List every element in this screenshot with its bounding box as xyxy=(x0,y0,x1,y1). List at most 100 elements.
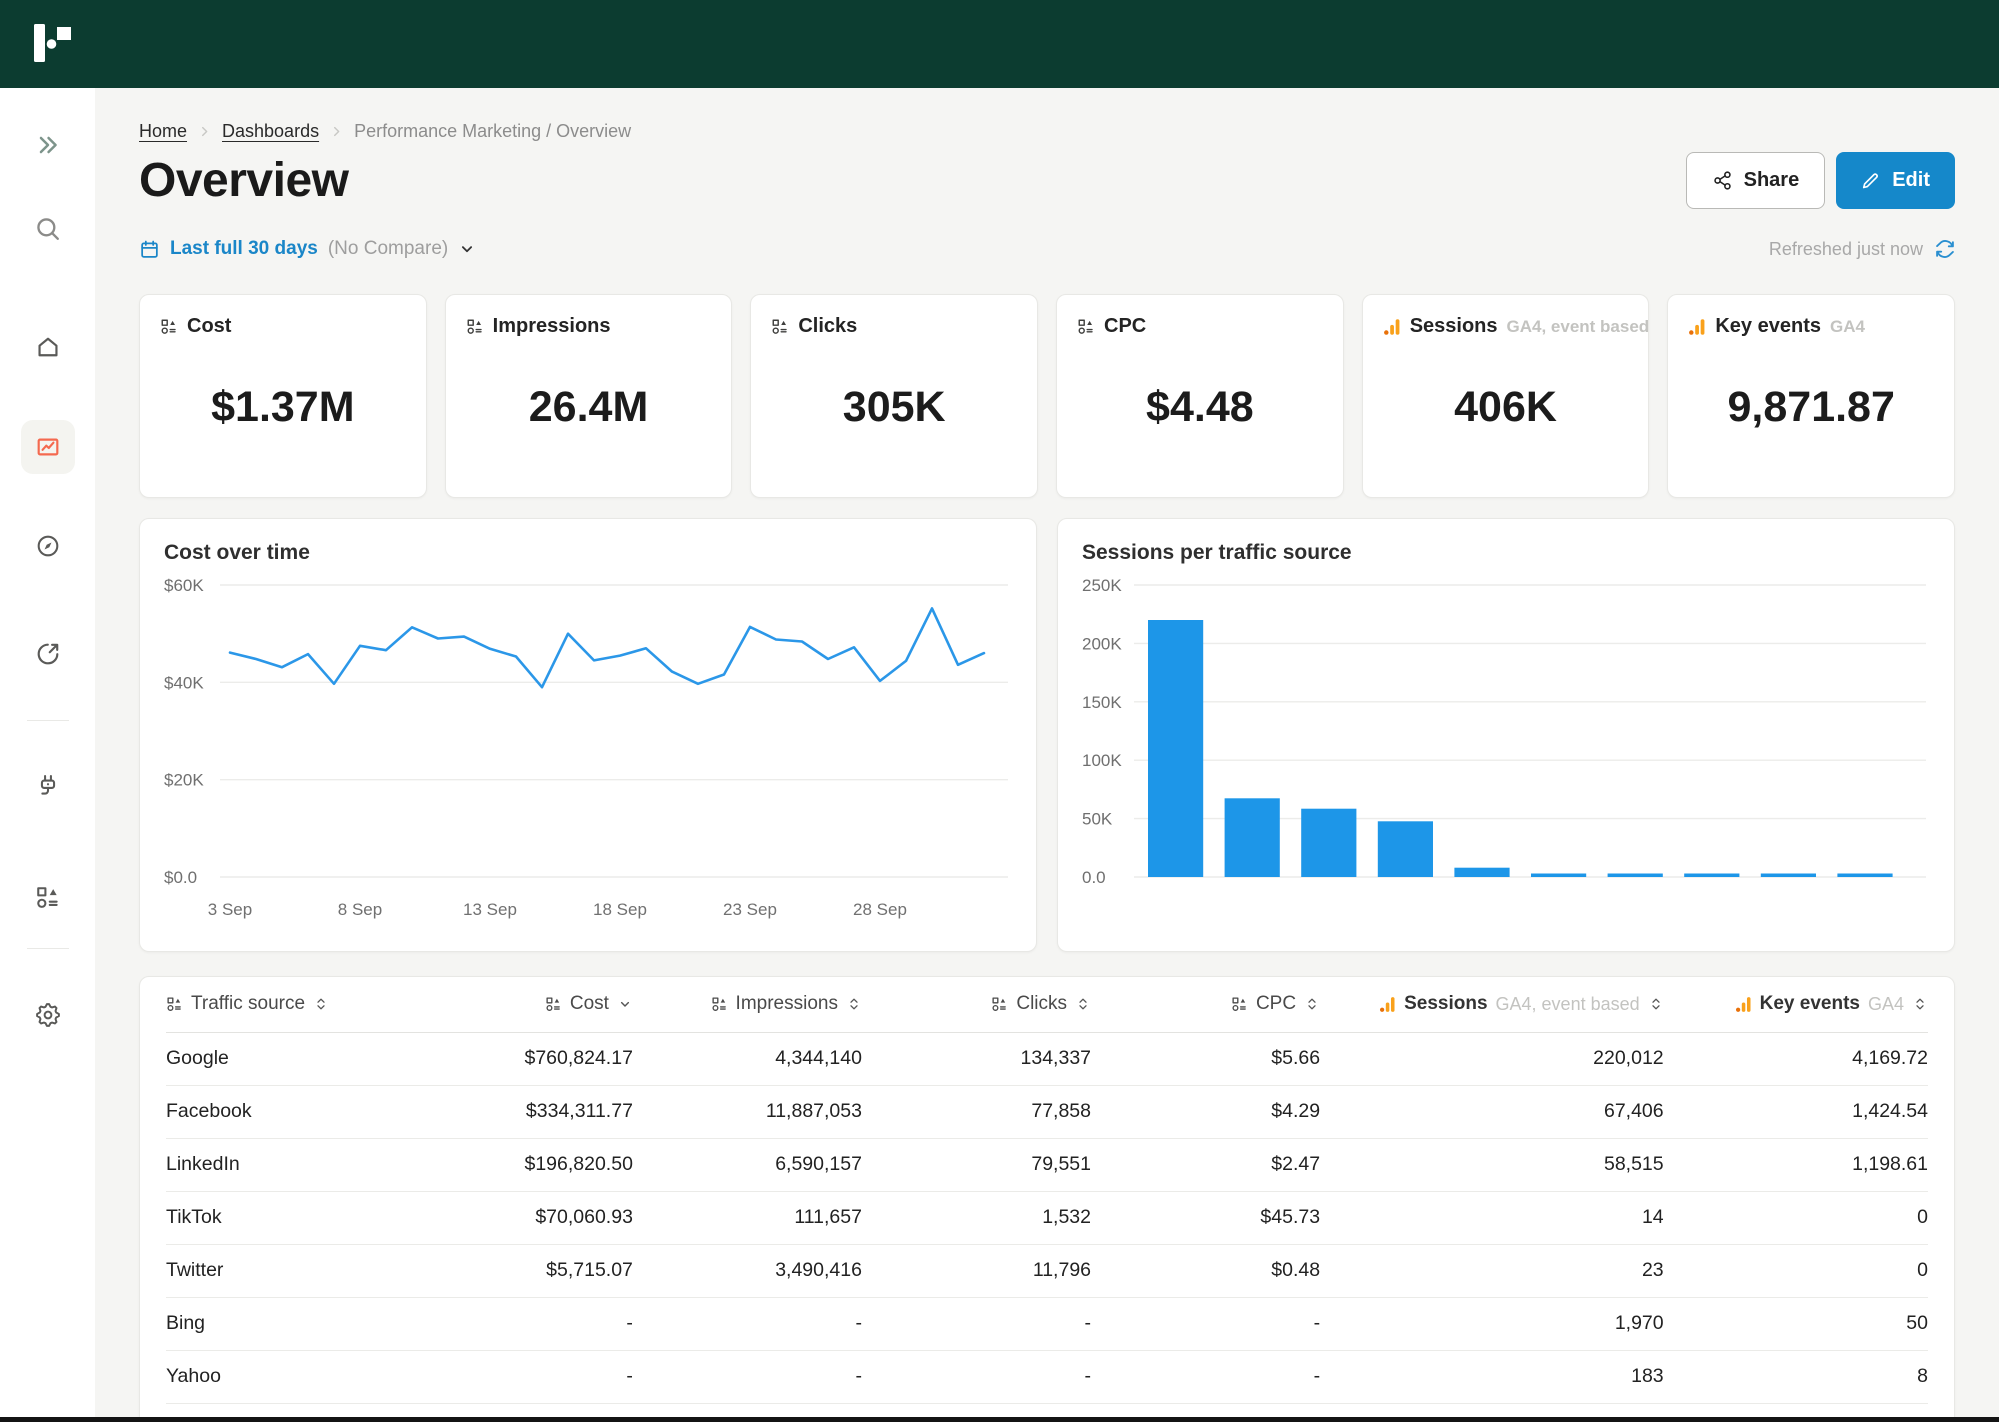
cell-cpc: - xyxy=(1091,1297,1321,1351)
cell-key-events: 4,169.72 xyxy=(1663,1032,1928,1086)
sidebar-item-search[interactable] xyxy=(21,202,75,256)
refresh-status-text: Refreshed just now xyxy=(1768,238,1923,259)
column-header-cost[interactable]: Cost xyxy=(412,977,633,1033)
column-source: GA4 xyxy=(1867,993,1904,1014)
cell-key-events: 0 xyxy=(1663,1191,1928,1245)
sort-both-icon[interactable] xyxy=(1304,996,1320,1012)
sidebar-item-fields[interactable] xyxy=(21,871,75,925)
svg-text:100K: 100K xyxy=(1082,751,1122,770)
column-label: Key events xyxy=(1759,993,1860,1015)
line-chart-title: Cost over time xyxy=(164,541,310,564)
table-row-tiktok: TikTok $70,060.93 111,657 1,532 $45.73 14 0 xyxy=(166,1191,1928,1245)
ga-bars-icon xyxy=(1379,996,1396,1013)
cell-impressions: 111,657 xyxy=(632,1191,862,1245)
cell-clicks: 11,796 xyxy=(861,1244,1092,1298)
sidebar-item-expand-sidebar[interactable] xyxy=(21,118,75,172)
column-header-sessions[interactable]: Sessions GA4, event based xyxy=(1320,977,1664,1033)
sort-both-icon[interactable] xyxy=(846,996,862,1012)
kpi-card-impressions: Impressions 26.4M xyxy=(444,294,733,498)
kpi-label: Clicks xyxy=(798,315,858,337)
title-row: Overview Share Edit xyxy=(139,152,1955,209)
sort-both-icon[interactable] xyxy=(1648,996,1664,1012)
kpi-source: GA4 xyxy=(1829,316,1865,336)
external-link-icon xyxy=(35,641,61,667)
compass-icon xyxy=(35,533,61,559)
share-button[interactable]: Share xyxy=(1685,152,1826,209)
kpi-header: Clicks xyxy=(771,315,1037,338)
sort-both-icon[interactable] xyxy=(1912,996,1928,1012)
calendar-icon xyxy=(139,239,160,260)
page-title: Overview xyxy=(139,154,349,207)
traffic-table-card: Traffic source Cost Impressions Clicks CPC Se… xyxy=(139,976,1955,1422)
column-label: CPC xyxy=(1255,993,1297,1015)
sidebar-item-dashboards[interactable] xyxy=(20,420,75,474)
pencil-icon xyxy=(1861,171,1881,191)
sidebar-item-home[interactable] xyxy=(21,320,75,374)
sidebar-item-shared-links[interactable] xyxy=(21,627,75,681)
table-row-facebook: Facebook $334,311.77 11,887,053 77,858 $4.29… xyxy=(166,1085,1928,1139)
column-header-impressions[interactable]: Impressions xyxy=(632,977,862,1033)
edit-button[interactable]: Edit xyxy=(1836,152,1955,209)
cell-cpc: $2.47 xyxy=(1091,1138,1321,1192)
edit-button-label: Edit xyxy=(1892,169,1930,191)
cell-cost: $196,820.50 xyxy=(412,1138,633,1192)
cell-sessions: 183 xyxy=(1320,1350,1664,1404)
kpi-card-key-events: Key events GA4 9,871.87 xyxy=(1667,294,1956,498)
bar xyxy=(1224,798,1280,877)
cell-traffic-source: Google xyxy=(166,1032,413,1086)
kpi-header: Cost xyxy=(160,315,426,338)
column-header-cpc[interactable]: CPC xyxy=(1091,977,1321,1033)
table-row-twitter: Twitter $5,715.07 3,490,416 11,796 $0.48 23 0 xyxy=(166,1244,1928,1298)
cell-clicks: 77,858 xyxy=(861,1085,1092,1139)
sidebar-item-settings[interactable] xyxy=(21,988,75,1042)
funnel-logo[interactable] xyxy=(34,24,74,64)
charts-row: Cost over time $0.0 $20K $40K $60K 3 Sep 8 Se… xyxy=(139,518,1955,952)
ga-bars-icon xyxy=(1688,318,1706,336)
sidebar-item-connectors[interactable] xyxy=(21,759,75,813)
svg-text:50K: 50K xyxy=(1082,810,1113,829)
breadcrumb-link-home[interactable]: Home xyxy=(139,121,188,141)
cell-cpc: $4.29 xyxy=(1091,1085,1321,1139)
cell-impressions: - xyxy=(632,1350,862,1404)
cost-line-chart: $0.0 $20K $40K $60K 3 Sep 8 Sep 13 Sep 18 Sep 23… xyxy=(164,569,1012,931)
kpi-card-cpc: CPC $4.48 xyxy=(1056,294,1344,498)
fields-icon xyxy=(35,885,61,911)
share-button-label: Share xyxy=(1743,169,1800,191)
breadcrumb-link-dashboards[interactable]: Dashboards xyxy=(222,121,320,141)
sort-both-icon[interactable] xyxy=(313,996,329,1012)
fields-icon xyxy=(466,318,484,336)
refresh-status: Refreshed just now xyxy=(1769,239,1955,260)
search-icon xyxy=(34,215,62,243)
sidebar-item-explore[interactable] xyxy=(21,519,75,573)
cell-impressions: 11,887,053 xyxy=(632,1085,862,1139)
fields-icon xyxy=(166,996,183,1013)
svg-text:8 Sep: 8 Sep xyxy=(338,900,382,919)
svg-text:150K: 150K xyxy=(1082,693,1122,712)
bar xyxy=(1454,867,1510,877)
share-icon xyxy=(1712,170,1733,191)
column-header-clicks[interactable]: Clicks xyxy=(861,977,1092,1033)
svg-text:3 Sep: 3 Sep xyxy=(208,900,252,919)
table-header-row: Traffic source Cost Impressions Clicks CPC Se… xyxy=(166,977,1928,1033)
bar-chart-svg: 0.0 50K 100K 150K 200K 250K xyxy=(1082,576,1926,887)
breadcrumb-current: Performance Marketing / Overview xyxy=(354,121,632,141)
compare-mode-value: (No Compare) xyxy=(327,238,449,259)
table-row-linkedin: LinkedIn $196,820.50 6,590,157 79,551 $2.47 5… xyxy=(166,1138,1928,1192)
sort-both-icon[interactable] xyxy=(1075,996,1091,1012)
cell-traffic-source: TikTok xyxy=(166,1191,413,1245)
sort-desc-icon[interactable] xyxy=(617,996,633,1012)
cell-traffic-source: Bing xyxy=(166,1297,413,1351)
column-header-key-events[interactable]: Key events GA4 xyxy=(1663,977,1928,1033)
date-range-picker[interactable]: Last full 30 days (No Compare) xyxy=(139,238,476,260)
refresh-icon[interactable] xyxy=(1935,239,1955,259)
cell-sessions: 1,970 xyxy=(1320,1297,1664,1351)
cell-traffic-source: Yahoo xyxy=(166,1350,413,1404)
bar xyxy=(1531,873,1587,877)
top-app-bar xyxy=(0,0,1999,88)
cell-sessions: 58,515 xyxy=(1320,1138,1664,1192)
svg-text:250K: 250K xyxy=(1082,576,1122,595)
kpi-card-cost: Cost $1.37M xyxy=(139,294,427,498)
kpi-value: 305K xyxy=(842,383,946,431)
column-label: Clicks xyxy=(1016,993,1068,1015)
column-header-traffic-source[interactable]: Traffic source xyxy=(166,977,413,1033)
